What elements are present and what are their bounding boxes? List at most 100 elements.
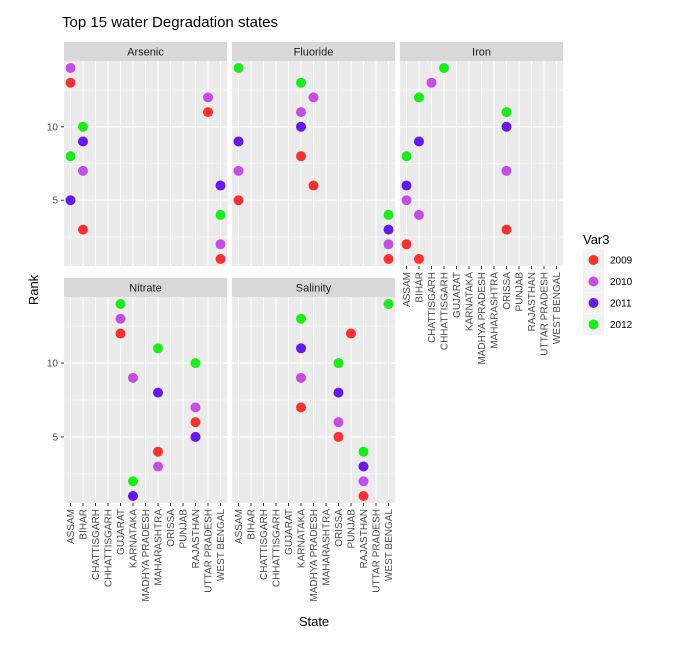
legend-key-2010 xyxy=(588,276,599,287)
legend: Var3 2009 2010 2011 2012 xyxy=(583,232,633,335)
x-tick-label-orissa: ORISSA xyxy=(166,509,177,547)
legend-label-2011: 2011 xyxy=(610,299,632,310)
x-tick-label-rajasthan: RAJASTHAN xyxy=(527,272,538,331)
x-tick-label-karnataka: KARNATAKA xyxy=(129,509,140,568)
point-arsenic-bihar-2012 xyxy=(78,121,88,132)
point-salinity-rajasthan-2011 xyxy=(358,461,369,472)
point-salinity-west-bengal-2012 xyxy=(383,299,394,309)
x-tick-label-west-bengal: WEST BENGAL xyxy=(216,509,227,581)
point-nitrate-rajasthan-2010 xyxy=(190,402,201,413)
strip-fluoride xyxy=(232,42,395,61)
point-iron-orissa-2012 xyxy=(501,107,512,118)
point-fluoride-karnataka-2011 xyxy=(296,121,306,132)
point-fluoride-west-bengal-2011 xyxy=(383,224,394,235)
point-salinity-punjab-2009 xyxy=(346,328,356,339)
point-salinity-karnataka-2010 xyxy=(296,372,306,383)
x-tick-label-gujarat: GUJARAT xyxy=(284,509,295,555)
point-salinity-rajasthan-2010 xyxy=(358,476,369,487)
x-tick-label-punjab: PUNJAB xyxy=(179,509,190,549)
x-tick-label-chattisgarh: CHATTISGARH xyxy=(427,272,438,343)
point-salinity-karnataka-2011 xyxy=(296,343,306,354)
point-iron-assam-2011 xyxy=(401,180,412,191)
strip-salinity xyxy=(232,278,395,297)
point-fluoride-west-bengal-2012 xyxy=(383,209,394,220)
x-tick-label-uttar-pradesh: UTTAR PRADESH xyxy=(204,509,215,593)
legend-key-2012 xyxy=(588,319,599,330)
x-tick-label-karnataka: KARNATAKA xyxy=(465,272,476,331)
x-tick-label-bihar: BIHAR xyxy=(247,509,258,540)
point-iron-bihar-2012 xyxy=(414,92,424,103)
point-fluoride-karnataka-2010 xyxy=(296,107,306,118)
x-tick-label-chhattisgarh: CHHATTISGARH xyxy=(440,272,451,350)
point-nitrate-gujarat-2010 xyxy=(115,313,126,324)
x-tick-label-maharashtra: MAHARASHTRA xyxy=(490,272,501,349)
x-tick-label-maharashtra: MAHARASHTRA xyxy=(322,509,333,586)
x-tick-label-madhya-pradesh: MADHYA PRADESH xyxy=(141,509,152,602)
x-tick-label-assam: ASSAM xyxy=(402,272,413,307)
point-salinity-karnataka-2009 xyxy=(296,402,306,413)
point-arsenic-assam-2012 xyxy=(65,151,76,162)
x-tick-label-madhya-pradesh: MADHYA PRADESH xyxy=(477,272,488,365)
x-tick-label-west-bengal: WEST BENGAL xyxy=(552,272,563,344)
point-arsenic-west-bengal-2009 xyxy=(215,254,226,264)
x-tick-label-assam: ASSAM xyxy=(66,509,77,544)
x-tick-label-punjab: PUNJAB xyxy=(515,272,526,312)
point-fluoride-karnataka-2009 xyxy=(296,151,306,162)
x-axis-column-2: ASSAM BIHAR CHATTISGARH CHHATTISGARH GUJARAT… xyxy=(234,503,395,602)
point-arsenic-uttar-pradesh-2009 xyxy=(203,107,213,118)
point-salinity-karnataka-2012 xyxy=(296,313,306,324)
x-axis-column-1: ASSAM BIHAR CHATTISGARH CHHATTISGARH GUJARAT… xyxy=(66,503,227,602)
point-fluoride-karnataka-2012 xyxy=(296,77,306,88)
x-tick-label-uttar-pradesh: UTTAR PRADESH xyxy=(372,509,383,593)
point-arsenic-bihar-2010 xyxy=(78,165,88,176)
point-salinity-orissa-2011 xyxy=(333,387,344,398)
strip-iron xyxy=(400,42,563,61)
point-fluoride-assam-2009 xyxy=(233,195,244,206)
x-tick-label-assam: ASSAM xyxy=(234,509,245,544)
strip-arsenic xyxy=(64,42,227,61)
y-tick-label: 10 xyxy=(47,122,59,133)
strip-label-arsenic: Arsenic xyxy=(127,47,164,59)
point-nitrate-gujarat-2012 xyxy=(115,299,126,309)
strip-label-iron: Iron xyxy=(472,47,491,59)
panel-nitrate: Nitrate 5 10 xyxy=(47,278,227,503)
x-tick-label-maharashtra: MAHARASHTRA xyxy=(154,509,165,586)
point-salinity-rajasthan-2009 xyxy=(358,491,369,501)
chart-title: Top 15 water Degradation states xyxy=(62,14,278,31)
point-iron-bihar-2010 xyxy=(414,209,424,220)
point-fluoride-west-bengal-2009 xyxy=(383,254,394,264)
x-axis-title: State xyxy=(299,614,329,629)
y-tick-label: 5 xyxy=(52,432,58,443)
point-fluoride-assam-2011 xyxy=(233,136,244,147)
x-tick-label-orissa: ORISSA xyxy=(334,509,345,547)
strip-label-salinity: Salinity xyxy=(296,283,332,295)
point-nitrate-maharashtra-2010 xyxy=(153,461,163,472)
point-arsenic-west-bengal-2012 xyxy=(215,209,226,220)
point-iron-assam-2012 xyxy=(401,151,412,162)
x-tick-label-bihar: BIHAR xyxy=(415,272,426,303)
x-tick-label-punjab: PUNJAB xyxy=(347,509,358,549)
strip-label-nitrate: Nitrate xyxy=(129,283,161,295)
point-iron-assam-2010 xyxy=(401,195,412,206)
point-fluoride-madhya-pradesh-2009 xyxy=(308,180,319,191)
x-tick-label-chattisgarh: CHATTISGARH xyxy=(259,509,270,580)
point-nitrate-gujarat-2009 xyxy=(115,328,126,339)
point-arsenic-assam-2009 xyxy=(65,77,76,88)
facet-panels: Arsenic 5 10 Fluoride Iron Nitrate 5 10 Salinity… xyxy=(47,42,563,602)
panel-arsenic: Arsenic 5 10 xyxy=(47,42,227,266)
x-tick-label-uttar-pradesh: UTTAR PRADESH xyxy=(540,272,551,356)
y-tick-label: 10 xyxy=(47,359,59,370)
point-arsenic-west-bengal-2011 xyxy=(215,180,226,191)
point-salinity-orissa-2010 xyxy=(333,417,344,428)
point-iron-chattisgarh-2010 xyxy=(426,77,437,88)
x-tick-label-madhya-pradesh: MADHYA PRADESH xyxy=(309,509,320,602)
point-fluoride-assam-2010 xyxy=(233,165,244,176)
point-iron-chhattisgarh-2012 xyxy=(439,63,449,73)
point-arsenic-uttar-pradesh-2010 xyxy=(203,92,213,103)
point-arsenic-assam-2011 xyxy=(65,195,76,206)
strip-nitrate xyxy=(64,278,227,297)
point-nitrate-maharashtra-2012 xyxy=(153,343,163,354)
point-nitrate-rajasthan-2011 xyxy=(190,431,201,442)
x-tick-label-orissa: ORISSA xyxy=(502,272,513,310)
legend-key-2011 xyxy=(588,298,599,308)
